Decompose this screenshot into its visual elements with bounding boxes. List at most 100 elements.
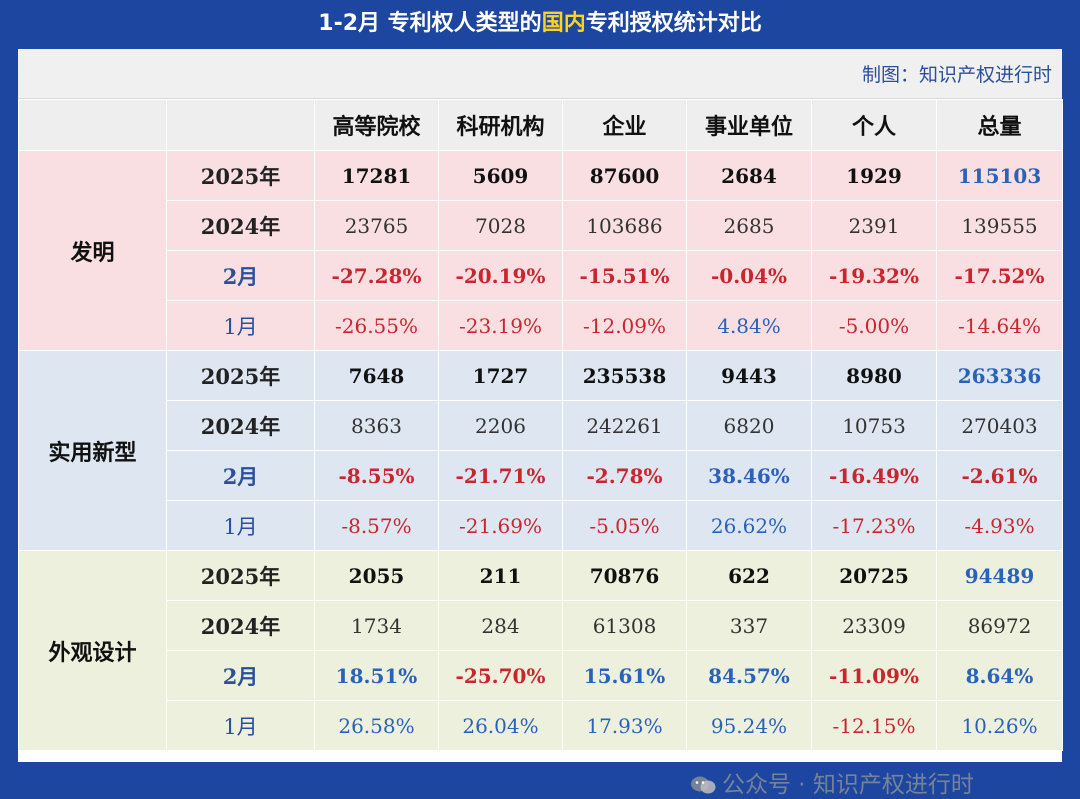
table-cell: -20.19% [438, 250, 563, 301]
table-cell: -2.78% [562, 450, 687, 501]
row-label: 2月 [166, 650, 315, 701]
wechat-icon [691, 776, 716, 794]
table-cell: -26.55% [314, 300, 439, 351]
table-row: 2月 -27.28% -20.19% -15.51% -0.04% -19.32% -17.… [19, 250, 1063, 301]
table-cell: -17.23% [811, 500, 937, 551]
table-cell: 7648 [314, 350, 439, 401]
row-label: 1月 [166, 500, 315, 551]
table-cell: 86972 [936, 600, 1063, 651]
table-row: 2024年 1734 284 61308 337 23309 86972 [19, 600, 1063, 651]
table-cell: 337 [686, 600, 812, 651]
category-label: 实用新型 [18, 350, 167, 551]
table-cell: 8980 [811, 350, 937, 401]
table-cell: 15.61% [562, 650, 687, 701]
table-cell: 23765 [314, 200, 439, 251]
table-row: 实用新型 2025年 7648 1727 235538 9443 8980 263336 [18, 350, 1063, 551]
table-cell: -4.93% [936, 500, 1063, 551]
table-cell: 242261 [562, 400, 687, 451]
table-cell: 1929 [811, 150, 937, 201]
table-cell: 26.04% [438, 700, 563, 751]
row-label: 2024年 [166, 400, 315, 451]
table-cell: -0.04% [686, 250, 812, 301]
table-header-row: 高等院校 科研机构 企业 事业单位 个人 总量 [18, 99, 1063, 151]
table-row: 1月 26.58% 26.04% 17.93% 95.24% -12.15% 10.26% [19, 700, 1063, 751]
header-blank-row [166, 99, 315, 151]
table-cell: 9443 [686, 350, 812, 401]
table-row: 2024年 8363 2206 242261 6820 10753 270403 [19, 400, 1063, 451]
table-cell: 61308 [562, 600, 687, 651]
table-cell: 94489 [936, 550, 1063, 601]
table-cell: 6820 [686, 400, 812, 451]
watermark-text: 公众号 · 知识产权进行时 [722, 772, 974, 798]
category-label: 外观设计 [18, 550, 167, 751]
column-header: 事业单位 [686, 99, 812, 151]
credit-bar: 制图：知识产权进行时 [18, 49, 1062, 99]
table-cell: 2206 [438, 400, 563, 451]
table-cell: 2391 [811, 200, 937, 251]
table-cell: -12.15% [811, 700, 937, 751]
row-label: 2月 [166, 450, 315, 501]
table-cell: 8.64% [936, 650, 1063, 701]
table-cell: 8363 [314, 400, 439, 451]
table-cell: -27.28% [314, 250, 439, 301]
table-row: 2024年 23765 7028 103686 2685 2391 139555 [19, 200, 1063, 251]
title-prefix: 1-2月 专利权人类型的 [318, 11, 542, 36]
header-blank-category [18, 99, 167, 151]
table-cell: 270403 [936, 400, 1063, 451]
row-label: 2025年 [166, 150, 315, 201]
table-cell: 10.26% [936, 700, 1063, 751]
table-cell: 26.58% [314, 700, 439, 751]
table-cell: 139555 [936, 200, 1063, 251]
table-cell: -21.69% [438, 500, 563, 551]
table-cell: 2055 [314, 550, 439, 601]
table-cell: 17.93% [562, 700, 687, 751]
table-cell: 26.62% [686, 500, 812, 551]
watermark: 公众号 · 知识产权进行时 [690, 765, 974, 799]
row-label: 2025年 [166, 550, 315, 601]
table-cell: -25.70% [438, 650, 563, 701]
row-label: 2025年 [166, 350, 315, 401]
category-label: 发明 [18, 150, 167, 351]
table-panel: 制图：知识产权进行时 高等院校 科研机构 企业 事业单位 个人 总量 发明 202… [18, 49, 1063, 798]
column-header: 企业 [562, 99, 687, 151]
credit-text: 制图：知识产权进行时 [861, 64, 1052, 86]
table-cell: 17281 [314, 150, 439, 201]
table-cell: 5609 [438, 150, 563, 201]
table-cell: -23.19% [438, 300, 563, 351]
table-cell: 1734 [314, 600, 439, 651]
statistics-table: 高等院校 科研机构 企业 事业单位 个人 总量 发明 2025年 17281 5609… [18, 99, 1063, 751]
table-cell: 622 [686, 550, 812, 601]
table-cell: 263336 [936, 350, 1063, 401]
column-header: 科研机构 [438, 99, 563, 151]
table-cell: 10753 [811, 400, 937, 451]
table-cell: -2.61% [936, 450, 1063, 501]
row-label: 2月 [166, 250, 315, 301]
page-title: 1-2月 专利权人类型的国内专利授权统计对比 [0, 0, 1080, 48]
table-cell: 211 [438, 550, 563, 601]
table-cell: 95.24% [686, 700, 812, 751]
table-cell: 23309 [811, 600, 937, 651]
row-label: 1月 [166, 300, 315, 351]
row-label: 2024年 [166, 600, 315, 651]
title-highlight: 国内 [541, 11, 586, 36]
table-cell: -12.09% [562, 300, 687, 351]
table-cell: 70876 [562, 550, 687, 601]
table-cell: 20725 [811, 550, 937, 601]
table-cell: -5.00% [811, 300, 937, 351]
table-cell: -11.09% [811, 650, 937, 701]
table-row: 发明 2025年 17281 5609 87600 2684 1929 115103 [18, 150, 1063, 351]
table-row: 1月 -8.57% -21.69% -5.05% 26.62% -17.23% -4.93% [19, 500, 1063, 551]
table-cell: 7028 [438, 200, 563, 251]
table-cell: 4.84% [686, 300, 812, 351]
table-cell: 2684 [686, 150, 812, 201]
table-cell: 115103 [936, 150, 1063, 201]
table-cell: 235538 [562, 350, 687, 401]
row-label: 1月 [166, 700, 315, 751]
title-suffix: 专利授权统计对比 [585, 11, 762, 36]
row-label: 2024年 [166, 200, 315, 251]
table-cell: 2685 [686, 200, 812, 251]
table-cell: -16.49% [811, 450, 937, 501]
table-cell: 103686 [562, 200, 687, 251]
table-cell: -8.57% [314, 500, 439, 551]
table-row: 外观设计 2025年 2055 211 70876 622 20725 94489 [18, 550, 1063, 751]
